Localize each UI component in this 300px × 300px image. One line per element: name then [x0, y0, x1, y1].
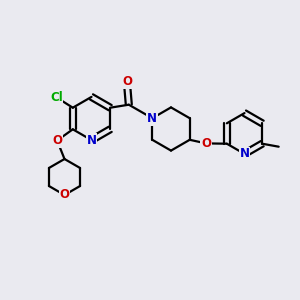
Text: N: N	[239, 147, 250, 161]
Text: O: O	[201, 137, 211, 150]
Text: Cl: Cl	[50, 91, 63, 104]
Text: O: O	[52, 134, 62, 147]
Text: N: N	[147, 112, 157, 125]
Text: O: O	[122, 75, 132, 88]
Text: N: N	[86, 134, 97, 147]
Text: O: O	[59, 188, 70, 202]
